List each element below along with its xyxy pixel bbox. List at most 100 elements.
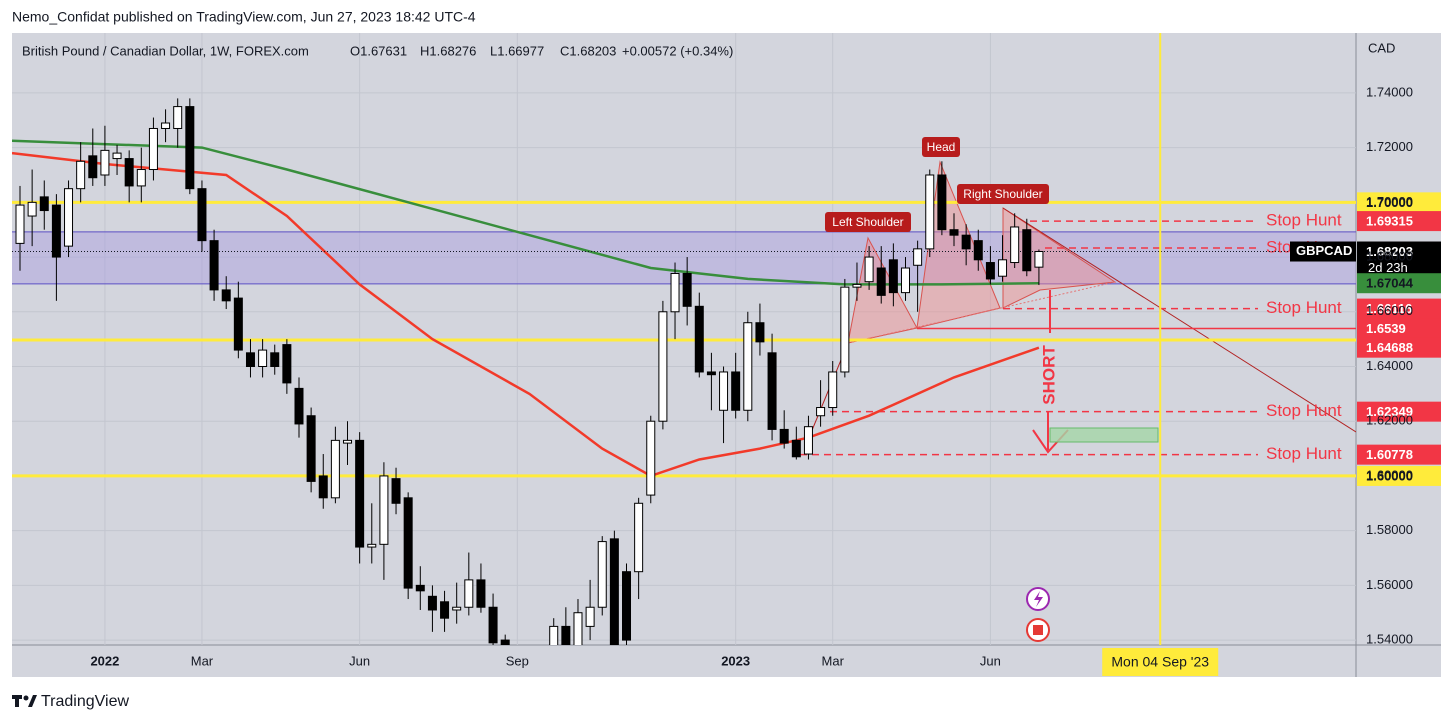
candle-body	[500, 639, 510, 645]
x-tick-label: Mar	[191, 653, 214, 668]
x-tick-label: 2022	[90, 653, 119, 668]
candle-body	[148, 127, 158, 171]
candle-body	[888, 259, 898, 294]
candle-body	[88, 155, 98, 179]
candle-body	[682, 272, 692, 307]
price-tag	[1357, 273, 1441, 294]
candle-body	[476, 579, 486, 608]
candle-body	[209, 240, 219, 291]
candle-body	[622, 571, 632, 641]
candle-body	[294, 387, 304, 425]
candle-body	[573, 612, 583, 645]
y-tick-label: 1.54000	[1366, 632, 1413, 647]
price-tag-label: 1.67044	[1366, 276, 1414, 291]
candle-body	[403, 497, 413, 589]
ohlc-value: H1.68276	[420, 43, 476, 58]
candle-body	[112, 152, 122, 160]
candle-body	[1022, 229, 1032, 272]
price-tag	[1357, 298, 1441, 319]
price-tag-label: 1.64688	[1366, 340, 1413, 355]
candle-body	[949, 229, 959, 236]
candle-body	[100, 149, 110, 176]
x-tick-label: 2023	[721, 653, 750, 668]
short-label: SHORT	[1039, 345, 1058, 405]
candle-body	[1034, 251, 1044, 268]
footer: TradingView	[41, 693, 129, 710]
candle-body	[136, 169, 146, 187]
candle-body	[452, 606, 462, 611]
candle-body	[694, 305, 704, 373]
candle-body	[925, 174, 935, 250]
price-tag-label: 1.60778	[1366, 447, 1413, 462]
candle-body	[39, 196, 49, 212]
candle-body	[755, 322, 765, 343]
symbol-label: GBPCAD	[1296, 243, 1352, 258]
candle-body	[597, 541, 607, 608]
y-unit: CAD	[1368, 40, 1395, 55]
candle-body	[913, 248, 923, 266]
candle-body	[670, 272, 680, 313]
candle-body	[64, 188, 74, 247]
price-tag-label: 1.69315	[1366, 214, 1413, 229]
candle-body	[173, 106, 183, 129]
candle-body	[282, 344, 292, 384]
y-tick-label: 1.60000	[1366, 467, 1413, 482]
date-tag	[1102, 648, 1219, 676]
pattern-label: Right Shoulder	[963, 187, 1042, 201]
price-tag-label: 1.6539	[1366, 321, 1406, 336]
candle-body	[27, 201, 37, 217]
candle-body	[561, 625, 571, 645]
candle-body	[900, 267, 910, 294]
candle-body	[646, 420, 656, 496]
candle-body	[233, 297, 243, 351]
price-tag-label: 1.62349	[1366, 404, 1413, 419]
candle-body	[634, 502, 644, 573]
candle-body	[258, 349, 268, 367]
price-tag	[1357, 241, 1441, 278]
candle-body	[415, 584, 425, 592]
neckline-dotted	[847, 281, 1116, 344]
x-tick-label: Sep	[506, 653, 529, 668]
stop-hunt-label: Stop Hunt	[1266, 401, 1342, 420]
ohlc-value: C1.68203	[560, 43, 616, 58]
candle-body	[440, 601, 450, 619]
y-tick-label: 1.70000	[1366, 194, 1413, 209]
candle-body	[124, 158, 134, 187]
candle-body	[585, 606, 595, 627]
candle-body	[998, 259, 1008, 277]
candle-body	[658, 311, 668, 422]
candle-body	[185, 106, 195, 190]
price-tag	[1357, 192, 1441, 213]
pattern-label-box	[922, 137, 960, 157]
x-tick-label: Jun	[980, 653, 1001, 668]
ohlc-value: O1.67631	[350, 43, 407, 58]
date-tag-label: Mon 04 Sep '23	[1111, 654, 1209, 670]
candle-body	[852, 283, 862, 288]
change: +0.00572 (+0.34%)	[622, 43, 733, 58]
y-tick-label: 1.68000	[1366, 249, 1413, 264]
y-tick-label: 1.58000	[1366, 522, 1413, 537]
pattern-label-box	[825, 212, 911, 232]
candle-body	[51, 204, 61, 258]
y-tick-label: 1.66000	[1366, 303, 1413, 318]
candle-body	[816, 407, 826, 417]
candle-body	[779, 428, 789, 444]
symbol-tag	[1290, 241, 1356, 262]
candle-body	[961, 234, 971, 250]
stop-hunt-label: Stop Hunt	[1266, 211, 1342, 230]
candle-body	[318, 475, 328, 499]
price-tag	[1357, 211, 1441, 232]
candle-body	[1010, 226, 1020, 264]
y-tick-label: 1.56000	[1366, 577, 1413, 592]
candle-body	[840, 286, 850, 373]
price-tag	[1357, 337, 1441, 358]
candle-body	[15, 204, 25, 244]
moving-average	[12, 151, 1040, 478]
logo	[12, 695, 37, 707]
y-tick-label: 1.72000	[1366, 139, 1413, 154]
candle-body	[245, 352, 255, 367]
stop-hunt-label: Stop Hunt	[1266, 298, 1342, 317]
candle-body	[731, 371, 741, 411]
candle-body	[330, 439, 340, 499]
